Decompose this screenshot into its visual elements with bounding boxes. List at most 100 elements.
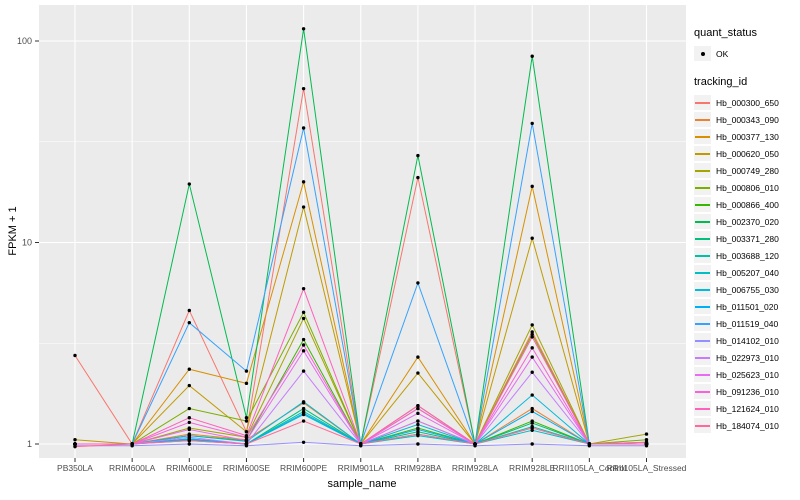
data-point: [530, 323, 534, 327]
data-point: [530, 421, 534, 425]
data-point: [244, 369, 249, 373]
data-point: [73, 438, 77, 442]
series-color-key: [694, 129, 711, 144]
legend-item: Hb_091236_010: [694, 383, 800, 400]
series-color-key: [694, 265, 711, 280]
data-point: [530, 393, 534, 397]
data-point: [301, 310, 306, 315]
ok-point-key: [694, 46, 711, 61]
data-point: [530, 332, 534, 337]
x-tick-label: RRIM600LA: [109, 463, 156, 473]
data-point: [187, 308, 191, 313]
data-point: [301, 406, 306, 411]
legend-item-label: Hb_003371_280: [716, 233, 779, 244]
legend-item: Hb_000620_050: [694, 145, 800, 162]
x-tick-label: RRIM928LA: [452, 463, 499, 473]
line-swatch-icon: [695, 118, 710, 121]
series-color-key: [694, 367, 711, 382]
data-point: [530, 406, 534, 411]
x-tick-label: RRIM928BA: [394, 463, 442, 473]
legend-item-label: Hb_006755_030: [716, 284, 779, 295]
legend-item-label: Hb_091236_010: [716, 386, 779, 397]
series-color-key: [694, 95, 711, 110]
series-color-key: [694, 112, 711, 127]
series-color-key: [694, 180, 711, 195]
data-point: [416, 432, 420, 436]
legend-item-label: Hb_000620_050: [716, 148, 779, 159]
data-point: [244, 381, 249, 386]
line-swatch-icon: [695, 220, 710, 223]
line-swatch-icon: [695, 390, 710, 393]
data-point: [473, 442, 477, 446]
legend-item-label: Hb_000343_090: [716, 114, 779, 125]
data-point: [187, 420, 191, 425]
data-point: [644, 442, 649, 446]
legend-tracking-id-items: Hb_000300_650 Hb_000343_090 Hb_000377_130 H…: [694, 94, 800, 434]
line-swatch-icon: [695, 305, 710, 308]
data-point: [73, 444, 77, 449]
legend-item-label: Hb_121624_010: [716, 403, 779, 414]
data-point: [530, 236, 534, 240]
legend-item-label: Hb_000866_400: [716, 199, 779, 210]
data-point: [530, 355, 534, 359]
data-point: [416, 355, 420, 359]
line-swatch-icon: [695, 152, 710, 155]
data-point: [187, 435, 191, 439]
legend-item-ok: OK: [694, 45, 800, 62]
legend-item: Hb_121624_010: [694, 400, 800, 417]
legend-item: Hb_002370_020: [694, 213, 800, 230]
legend-item-label: OK: [716, 48, 729, 59]
data-point: [301, 440, 306, 444]
data-point: [187, 182, 191, 186]
y-tick-label: 1: [27, 439, 32, 449]
legend-item: Hb_005207_040: [694, 264, 800, 281]
data-point: [244, 416, 249, 420]
data-point: [130, 442, 134, 446]
y-tick-label: 10: [22, 238, 32, 248]
legend-item-label: Hb_002370_020: [716, 216, 779, 227]
series-color-key: [694, 333, 711, 348]
data-point: [644, 432, 649, 436]
series-color-key: [694, 231, 711, 246]
x-tick-label: RRIM600LE: [166, 463, 213, 473]
legend-item-label: Hb_022973_010: [716, 352, 779, 363]
legend-item: Hb_000749_280: [694, 162, 800, 179]
legend-item-label: Hb_014102_010: [716, 335, 779, 346]
x-tick-label: RRIM600SE: [223, 463, 271, 473]
data-point: [416, 281, 420, 285]
legend-item: Hb_000866_400: [694, 196, 800, 213]
legend-item-label: Hb_011501_020: [716, 301, 779, 312]
series-color-key: [694, 316, 711, 331]
series-color-key: [694, 146, 711, 161]
line-swatch-icon: [695, 135, 710, 138]
data-point: [244, 430, 249, 434]
legend-item-label: Hb_000806_010: [716, 182, 779, 193]
legend-item: Hb_003688_120: [694, 247, 800, 264]
data-point: [416, 411, 420, 416]
series-color-key: [694, 350, 711, 365]
legend-item-label: Hb_011519_040: [716, 318, 779, 329]
data-point: [530, 54, 534, 58]
data-point: [301, 286, 306, 291]
data-point: [530, 121, 534, 126]
legend-item-label: Hb_184074_010: [716, 420, 779, 431]
x-tick-label: RRII105LA_Stressed: [607, 463, 687, 473]
legend-item: Hb_025623_010: [694, 366, 800, 383]
data-point: [530, 442, 534, 446]
data-point: [301, 411, 306, 416]
data-point: [416, 422, 420, 427]
data-point: [244, 438, 249, 443]
data-point: [416, 427, 420, 432]
data-point: [530, 330, 534, 334]
x-axis-title: sample_name: [327, 478, 397, 490]
data-point: [244, 433, 249, 438]
data-point: [301, 205, 306, 209]
data-point: [187, 442, 191, 446]
line-swatch-icon: [695, 271, 710, 274]
data-point: [73, 442, 77, 446]
data-point: [530, 426, 534, 430]
legend-item: Hb_011501_020: [694, 298, 800, 315]
data-point: [244, 442, 249, 446]
series-color-key: [694, 418, 711, 433]
